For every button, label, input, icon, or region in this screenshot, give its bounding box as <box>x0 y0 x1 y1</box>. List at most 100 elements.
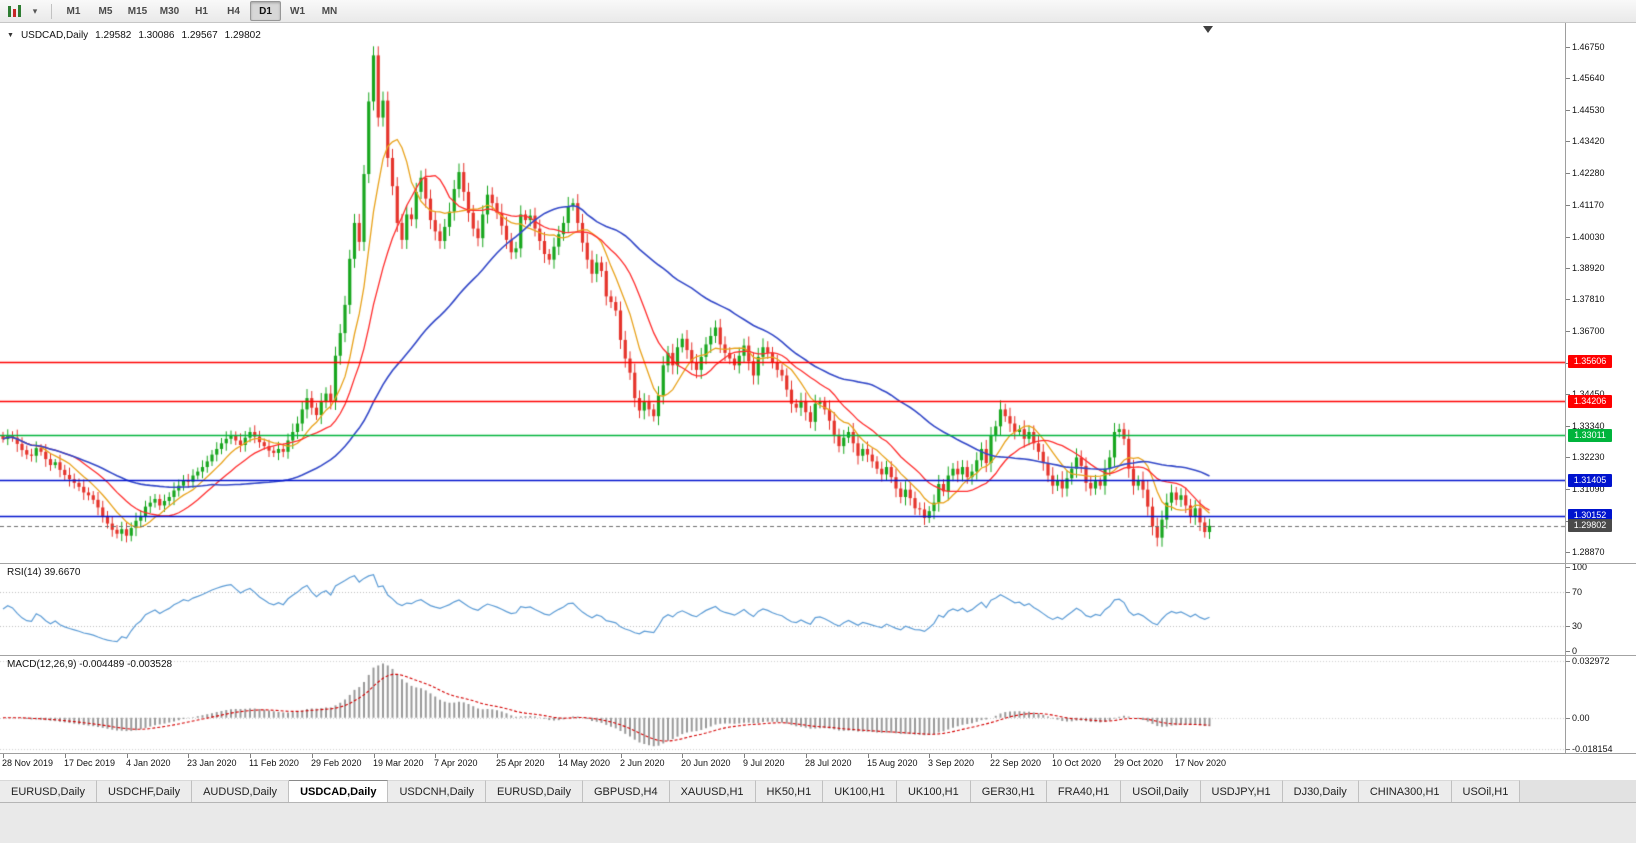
chart-tab-xauusd-h1[interactable]: XAUUSD,H1 <box>669 780 756 802</box>
axis-tick-mark <box>744 754 745 758</box>
axis-tick-mark <box>1566 268 1570 269</box>
axis-tick-mark <box>435 754 436 758</box>
price-line-badge: 1.35606 <box>1568 355 1612 368</box>
price-tick-label: 1.28870 <box>1572 547 1605 557</box>
macd-label: MACD(12,26,9) -0.004489 -0.003528 <box>7 659 173 670</box>
price-tick-label: 0.00 <box>1572 713 1590 723</box>
timeframe-button-m15[interactable]: M15 <box>127 5 148 17</box>
date-tick-label: 19 Mar 2020 <box>373 758 424 768</box>
price-tick-label: 0 <box>1572 646 1578 656</box>
chart-tab-audusd-daily[interactable]: AUDUSD,Daily <box>192 780 290 802</box>
chart-tab-ger30-h1[interactable]: GER30,H1 <box>970 780 1047 802</box>
axis-tick-mark <box>1566 552 1570 553</box>
axis-tick-mark <box>929 754 930 758</box>
chart-tab-china300-h1[interactable]: CHINA300,H1 <box>1358 780 1452 802</box>
chart-tab-usoil-daily[interactable]: USOil,Daily <box>1121 780 1201 802</box>
price-line-badge: 1.31405 <box>1568 474 1612 487</box>
timeframe-button-m5[interactable]: M5 <box>98 5 113 17</box>
rsi-label: RSI(14) 39.6670 <box>7 567 81 578</box>
axis-tick-mark <box>1566 78 1570 79</box>
axis-tick-mark <box>1115 754 1116 758</box>
chart-title-high: 1.30086 <box>138 30 175 41</box>
chart-tab-usdcad-daily[interactable]: USDCAD,Daily <box>289 780 389 802</box>
price-tick-label: 0.032972 <box>1572 656 1610 666</box>
axis-tick-mark <box>1566 394 1570 395</box>
axis-tick-mark <box>1566 567 1570 568</box>
date-tick-label: 9 Jul 2020 <box>743 758 785 768</box>
price-line-badge: 1.33011 <box>1568 429 1612 442</box>
candlestick-chart-icon[interactable] <box>4 2 24 20</box>
axis-tick-mark <box>682 754 683 758</box>
chart-tab-dj30-daily[interactable]: DJ30,Daily <box>1282 780 1359 802</box>
chart-window: ▼ USDCAD,Daily 1.29582 1.30086 1.29567 1… <box>0 23 1636 780</box>
axis-tick-mark <box>1566 426 1570 427</box>
toolbar: ▾ M1 M5 M15 M30 H1 H4 D1 W1 MN <box>0 0 1636 23</box>
chart-title: ▼ USDCAD,Daily 1.29582 1.30086 1.29567 1… <box>7 30 261 41</box>
chart-title-low: 1.29567 <box>181 30 218 41</box>
chart-tab-gbpusd-h4[interactable]: GBPUSD,H4 <box>583 780 670 802</box>
axis-tick-mark <box>806 754 807 758</box>
price-tick-label: 1.32230 <box>1572 452 1605 462</box>
chart-tab-usdchf-daily[interactable]: USDCHF,Daily <box>96 780 193 802</box>
chart-tab-usdcnh-daily[interactable]: USDCNH,Daily <box>388 780 487 802</box>
chart-tab-fra40-h1[interactable]: FRA40,H1 <box>1046 780 1122 802</box>
axis-tick-mark <box>1566 718 1570 719</box>
timeframe-button-w1[interactable]: W1 <box>290 5 305 17</box>
price-tick-label: 1.45640 <box>1572 73 1605 83</box>
date-tick-label: 4 Jan 2020 <box>126 758 171 768</box>
chart-tab-eurusd-daily[interactable]: EURUSD,Daily <box>0 780 97 802</box>
axis-tick-mark <box>1566 299 1570 300</box>
chart-tab-usdjpy-h1[interactable]: USDJPY,H1 <box>1200 780 1283 802</box>
price-line-badge: 1.30152 <box>1568 509 1612 522</box>
axis-tick-mark <box>991 754 992 758</box>
axis-tick-mark <box>1566 661 1570 662</box>
axis-tick-mark <box>1566 110 1570 111</box>
date-tick-label: 25 Apr 2020 <box>496 758 545 768</box>
timeframe-button-h1[interactable]: H1 <box>195 5 208 17</box>
price-axis[interactable]: 1.46750 1.45640 1.44530 1.43420 1.42280 1.411… <box>1565 23 1636 754</box>
timeframe-button-m1[interactable]: M1 <box>66 5 81 17</box>
axis-tick-mark <box>1566 651 1570 652</box>
price-tick-label: -0.018154 <box>1572 744 1613 754</box>
axis-tick-mark <box>1566 331 1570 332</box>
date-tick-label: 22 Sep 2020 <box>990 758 1042 768</box>
pane-separator[interactable] <box>0 563 1636 564</box>
axis-tick-mark <box>1566 457 1570 458</box>
chart-tab-uk100-h1[interactable]: UK100,H1 <box>823 780 897 802</box>
price-tick-label: 1.44530 <box>1572 105 1605 115</box>
axis-tick-mark <box>1566 749 1570 750</box>
timeframe-toolbar: M1 M5 M15 M30 H1 H4 D1 W1 MN <box>58 1 345 21</box>
price-chart-canvas[interactable] <box>0 23 1565 753</box>
pane-separator[interactable] <box>0 655 1636 656</box>
chart-tab-uk100-h1[interactable]: UK100,H1 <box>896 780 971 802</box>
chart-title-close: 1.29802 <box>224 30 261 41</box>
chart-tab-usoil-h1[interactable]: USOil,H1 <box>1451 780 1521 802</box>
timeframe-button-m30[interactable]: M30 <box>159 5 180 17</box>
chart-menu-caret-icon[interactable]: ▼ <box>7 32 14 39</box>
timeframe-button-mn[interactable]: MN <box>321 5 338 17</box>
date-tick-label: 3 Sep 2020 <box>928 758 975 768</box>
chart-tab-eurusd-daily[interactable]: EURUSD,Daily <box>486 780 583 802</box>
price-tick-label: 1.33340 <box>1572 421 1605 431</box>
timeframe-button-h4[interactable]: H4 <box>227 5 240 17</box>
date-tick-label: 10 Oct 2020 <box>1052 758 1102 768</box>
price-tick-label: 1.41170 <box>1572 200 1604 210</box>
axis-tick-mark <box>1566 626 1570 627</box>
timeframe-button-d1[interactable]: D1 <box>250 1 281 21</box>
dropdown-arrow-icon[interactable]: ▾ <box>32 5 38 16</box>
price-line-badge: 1.34206 <box>1568 395 1612 408</box>
date-axis[interactable]: 28 Nov 2019 17 Dec 2019 4 Jan 2020 23 Jan 2… <box>0 753 1636 780</box>
date-tick-label: 28 Nov 2019 <box>2 758 54 768</box>
chart-shift-marker[interactable] <box>1203 26 1213 33</box>
axis-tick-mark <box>250 754 251 758</box>
chart-tab-hk50-h1[interactable]: HK50,H1 <box>755 780 824 802</box>
price-tick-label: 1.40030 <box>1572 232 1605 242</box>
axis-tick-mark <box>621 754 622 758</box>
axis-tick-mark <box>1566 47 1570 48</box>
axis-tick-mark <box>559 754 560 758</box>
price-tick-label: 1.31090 <box>1572 484 1605 494</box>
date-tick-label: 29 Feb 2020 <box>311 758 362 768</box>
price-tick-label: 1.37810 <box>1572 294 1605 304</box>
price-tick-label: 1.36700 <box>1572 326 1605 336</box>
